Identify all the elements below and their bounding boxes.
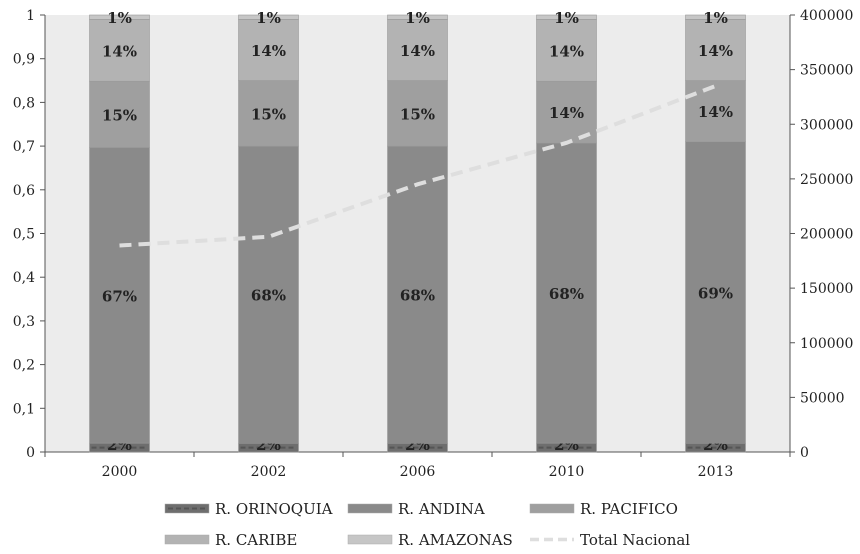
left-tick-label: 0,4 bbox=[13, 270, 35, 286]
bar-segment bbox=[685, 80, 746, 143]
bar-segment bbox=[89, 80, 150, 148]
legend-swatch bbox=[529, 503, 575, 514]
total-nacional-line bbox=[119, 84, 717, 248]
right-tick-label: 0 bbox=[800, 445, 809, 461]
data-label: 14% bbox=[698, 103, 733, 121]
legend-label: Total Nacional bbox=[580, 531, 690, 549]
legend-label: R. AMAZONAS bbox=[398, 531, 513, 549]
bar-segment bbox=[387, 145, 448, 444]
x-tick-label: 2002 bbox=[251, 464, 287, 480]
data-label: 15% bbox=[102, 106, 137, 124]
legend-swatch bbox=[347, 534, 393, 545]
legend-label: R. CARIBE bbox=[215, 531, 297, 549]
right-tick-label: 300000 bbox=[800, 117, 853, 133]
left-tick-label: 0,2 bbox=[13, 358, 35, 374]
left-tick-label: 0,5 bbox=[13, 227, 35, 243]
bar-segment bbox=[89, 19, 150, 82]
bar-segment bbox=[536, 80, 597, 144]
bar-segment bbox=[536, 14, 597, 20]
x-tick-label: 2013 bbox=[698, 464, 734, 480]
bar-segment bbox=[238, 145, 299, 444]
data-label: 14% bbox=[400, 42, 435, 60]
left-tick-label: 0,7 bbox=[13, 139, 35, 155]
right-tick-label: 150000 bbox=[800, 281, 853, 297]
bar-segment bbox=[89, 147, 150, 444]
data-label: 14% bbox=[251, 42, 286, 60]
legend-label: R. ANDINA bbox=[398, 500, 485, 518]
bar-segment bbox=[685, 141, 746, 444]
data-label: 1% bbox=[554, 9, 579, 27]
data-label: 1% bbox=[107, 9, 132, 27]
bar-segment bbox=[387, 19, 448, 81]
left-tick-label: 0,8 bbox=[13, 95, 35, 111]
legend-label: R. ORINOQUIA bbox=[215, 500, 333, 518]
data-label: 68% bbox=[400, 287, 435, 305]
right-tick-label: 100000 bbox=[800, 336, 853, 352]
data-label: 1% bbox=[405, 9, 430, 27]
data-label: 67% bbox=[102, 287, 137, 305]
data-label: 68% bbox=[251, 287, 286, 305]
data-label: 69% bbox=[698, 284, 733, 302]
bar-segment bbox=[387, 14, 448, 20]
data-label: 15% bbox=[400, 105, 435, 123]
data-label: 1% bbox=[703, 9, 728, 27]
data-label: 68% bbox=[549, 285, 584, 303]
x-tick-label: 2000 bbox=[102, 464, 138, 480]
data-label: 14% bbox=[102, 42, 137, 60]
legend-label: R. PACIFICO bbox=[580, 500, 678, 518]
legend-swatch bbox=[347, 503, 393, 514]
left-tick-label: 0,1 bbox=[13, 401, 35, 417]
bar-segment bbox=[536, 19, 597, 82]
bar-segment bbox=[685, 14, 746, 20]
bar-segment bbox=[387, 80, 448, 147]
bar-segment bbox=[238, 80, 299, 147]
left-tick-label: 0,9 bbox=[13, 52, 35, 68]
left-tick-label: 0,3 bbox=[13, 314, 35, 330]
bar-segment bbox=[238, 14, 299, 20]
left-tick-label: 0,6 bbox=[13, 183, 35, 199]
data-label: 1% bbox=[256, 9, 281, 27]
data-label: 14% bbox=[549, 104, 584, 122]
x-tick-label: 2006 bbox=[400, 464, 436, 480]
right-tick-label: 400000 bbox=[800, 8, 853, 24]
bar-segment bbox=[536, 142, 597, 444]
bar-segment bbox=[89, 14, 150, 20]
right-tick-label: 50000 bbox=[800, 390, 845, 406]
bar-segment bbox=[238, 19, 299, 81]
right-tick-label: 250000 bbox=[800, 172, 853, 188]
data-label: 15% bbox=[251, 105, 286, 123]
data-label: 14% bbox=[698, 42, 733, 60]
right-tick-label: 200000 bbox=[800, 227, 853, 243]
x-tick-label: 2010 bbox=[549, 464, 585, 480]
left-tick-label: 0 bbox=[26, 445, 35, 461]
right-tick-label: 350000 bbox=[800, 63, 853, 79]
legend-swatch bbox=[164, 534, 210, 545]
left-tick-label: 1 bbox=[26, 8, 35, 24]
data-label: 14% bbox=[549, 42, 584, 60]
